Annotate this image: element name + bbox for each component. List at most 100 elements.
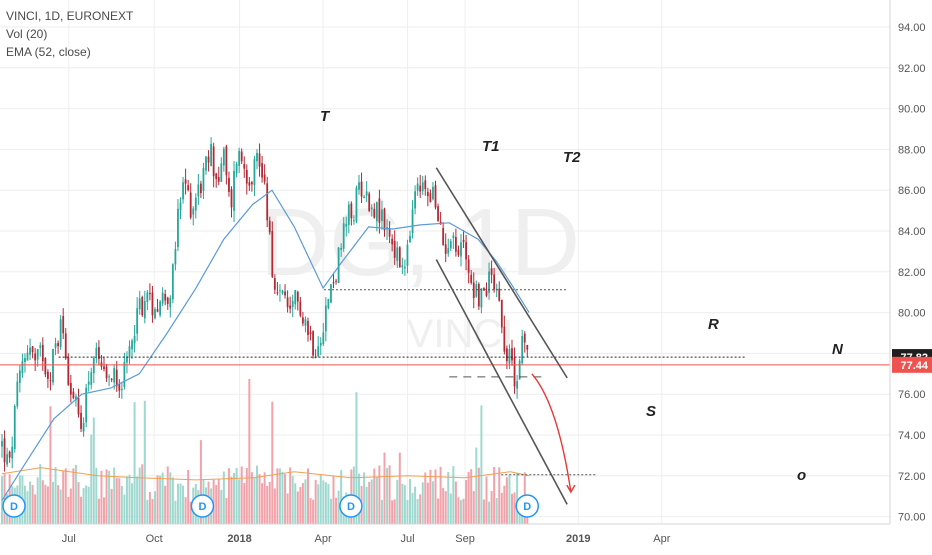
badge-letter: D <box>198 501 206 513</box>
candle-body <box>284 291 286 296</box>
candle-body <box>258 153 261 167</box>
y-tick-label: 72.00 <box>898 471 926 483</box>
volume-bar <box>301 482 304 524</box>
candle-body <box>304 319 307 326</box>
candle-body <box>368 193 371 211</box>
candle-body <box>511 348 513 361</box>
volume-bar <box>72 468 75 524</box>
channel-upper-line <box>435 167 568 379</box>
candle-body <box>393 240 396 258</box>
volume-bar <box>327 484 330 524</box>
candle-body <box>426 191 429 197</box>
volume-bar <box>118 478 121 524</box>
candle-body <box>490 268 493 275</box>
candle-body <box>11 446 14 459</box>
candle-body <box>437 206 439 221</box>
dividend-badge[interactable]: D <box>2 494 26 518</box>
volume-indicator-title[interactable]: Vol (20) <box>6 27 48 41</box>
volume-bar <box>31 484 34 524</box>
volume-bar <box>39 464 42 524</box>
volume-bar <box>370 479 373 524</box>
volume-bar <box>503 485 506 524</box>
candle-body <box>149 293 151 295</box>
volume-bar <box>324 482 327 524</box>
trend-channel <box>435 167 568 505</box>
volume-bar <box>296 491 299 524</box>
volume-bar <box>378 465 381 524</box>
candle-body <box>462 240 465 242</box>
candle-body <box>465 242 467 260</box>
candle-body <box>475 284 478 297</box>
y-tick-label: 84.00 <box>898 226 926 238</box>
candle-body <box>460 242 462 257</box>
candle-body <box>273 278 276 290</box>
y-tick-label: 80.00 <box>898 308 926 320</box>
price-axis[interactable]: 94.00 92.00 90.00 88.00 86.00 84.00 82.00 80.00… <box>889 0 926 524</box>
x-tick-label: Oct <box>146 533 163 545</box>
dividend-badge[interactable]: D <box>339 494 363 518</box>
volume-bar <box>294 483 297 524</box>
candle-body <box>373 208 376 218</box>
candle-body <box>26 352 29 361</box>
candle-body <box>128 346 131 357</box>
volume-bar <box>312 499 315 524</box>
x-tick-label: Sep <box>455 533 475 545</box>
chart-grid <box>0 0 890 524</box>
time-axis[interactable]: Jul Oct 2018 Apr Jul Sep 2019 Apr <box>0 523 890 545</box>
volume-bar <box>416 499 419 524</box>
volume-bar <box>421 482 424 524</box>
candle-body <box>396 247 399 261</box>
ema-path <box>1 189 530 501</box>
volume-bar <box>268 481 271 524</box>
volume-bar <box>97 498 100 524</box>
watermark-name: VINCI <box>407 312 514 356</box>
volume-bar <box>375 477 378 524</box>
candle-body <box>353 220 355 222</box>
badge-letter: D <box>10 501 18 513</box>
candle-body <box>488 271 490 293</box>
volume-bar <box>462 498 465 524</box>
candle-body <box>404 266 406 269</box>
volume-bar <box>477 467 480 524</box>
symbol-title[interactable]: VINCI, 1D, EURONEXT <box>6 9 134 23</box>
volume-bar <box>57 485 60 524</box>
volume-bar <box>271 401 274 524</box>
candle-body <box>49 380 52 382</box>
volume-bar <box>467 471 470 524</box>
ema-line <box>1 189 530 501</box>
dividend-badge[interactable]: D <box>515 494 539 518</box>
volume-bar <box>401 483 404 524</box>
volume-bar <box>426 482 429 524</box>
candle-body <box>217 176 220 182</box>
y-tick-label: 70.00 <box>898 512 926 524</box>
volume-bar <box>34 494 37 524</box>
annotation-o: o <box>797 467 806 484</box>
candle-body <box>215 173 218 180</box>
y-tick-label: 86.00 <box>898 185 926 197</box>
candle-body <box>498 288 501 301</box>
x-tick-label: Jul <box>62 533 76 545</box>
candle-body <box>523 333 526 343</box>
volume-bar <box>176 483 179 524</box>
ema-indicator-title[interactable]: EMA (52, close) <box>6 45 91 59</box>
volume-bars <box>1 378 529 524</box>
dividend-badge[interactable]: D <box>190 494 215 518</box>
volume-bar <box>403 485 406 524</box>
candle-body <box>467 259 470 273</box>
chart-annotations: T T1 T2 R N S o <box>320 108 844 484</box>
candle-body <box>228 177 230 192</box>
volume-bar <box>388 465 391 524</box>
volume-bar <box>286 493 289 524</box>
candle-body <box>187 185 190 191</box>
candle-body <box>230 189 233 208</box>
volume-bar <box>319 474 322 524</box>
volume-bar <box>125 476 128 524</box>
candle-body <box>263 174 266 182</box>
candle-body <box>123 361 126 387</box>
volume-bar <box>258 474 261 524</box>
volume-bar <box>386 468 389 524</box>
candle-body <box>156 309 159 312</box>
candle-body <box>506 348 508 362</box>
